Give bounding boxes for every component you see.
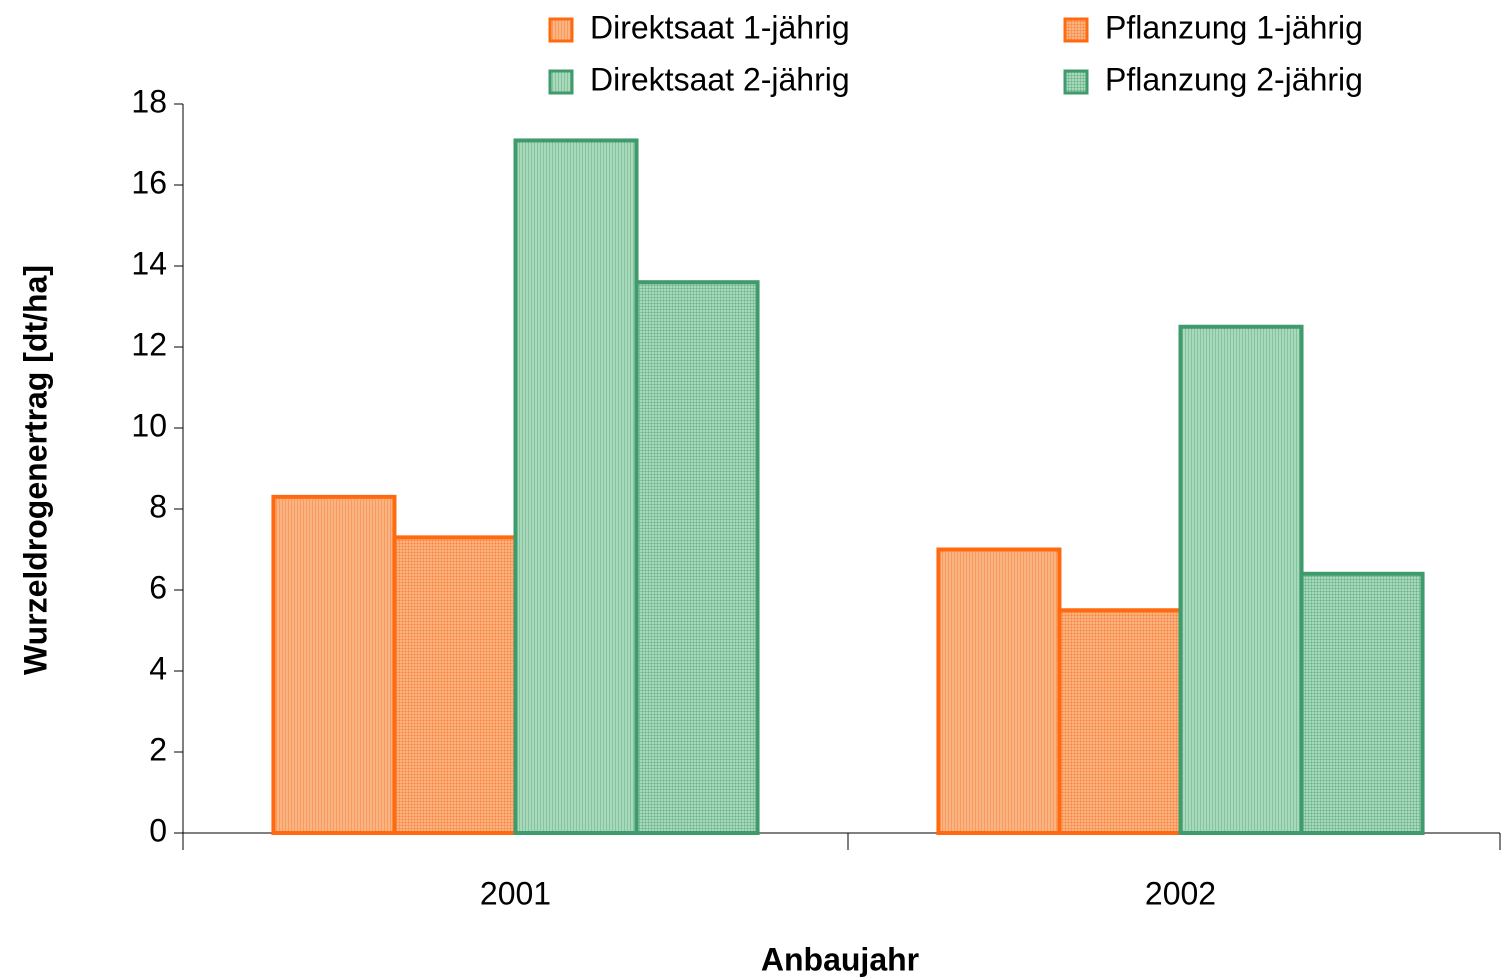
legend-label: Pflanzung 1-jährig — [1105, 9, 1363, 45]
bar — [634, 280, 760, 835]
bar — [271, 494, 397, 835]
bar — [1178, 324, 1304, 835]
y-tick-label: 8 — [149, 488, 167, 524]
legend-swatch — [548, 17, 574, 43]
bar — [1057, 608, 1183, 835]
y-tick-label: 10 — [131, 407, 167, 443]
bar — [1299, 571, 1425, 835]
x-tick-label: 2002 — [1145, 875, 1216, 911]
x-tick-label: 2001 — [480, 875, 551, 911]
y-tick-label: 4 — [149, 650, 167, 686]
legend-label: Direktsaat 2-jährig — [590, 61, 850, 97]
legend-swatch — [1063, 69, 1089, 95]
y-tick-label: 18 — [131, 83, 167, 119]
legend-swatch — [1063, 17, 1089, 43]
y-tick-label: 2 — [149, 731, 167, 767]
x-axis-label: Anbaujahr — [761, 941, 919, 977]
bar — [513, 138, 639, 835]
y-axis-label: Wurzeldrogenertrag [dt/ha] — [17, 265, 53, 675]
y-tick-label: 16 — [131, 164, 167, 200]
y-tick-label: 12 — [131, 326, 167, 362]
y-tick-label: 0 — [149, 812, 167, 848]
bar — [936, 547, 1062, 835]
legend-label: Direktsaat 1-jährig — [590, 9, 850, 45]
legend-label: Pflanzung 2-jährig — [1105, 61, 1363, 97]
y-tick-label: 6 — [149, 569, 167, 605]
y-tick-label: 14 — [131, 245, 167, 281]
legend-swatch — [548, 69, 574, 95]
bar — [392, 535, 518, 835]
